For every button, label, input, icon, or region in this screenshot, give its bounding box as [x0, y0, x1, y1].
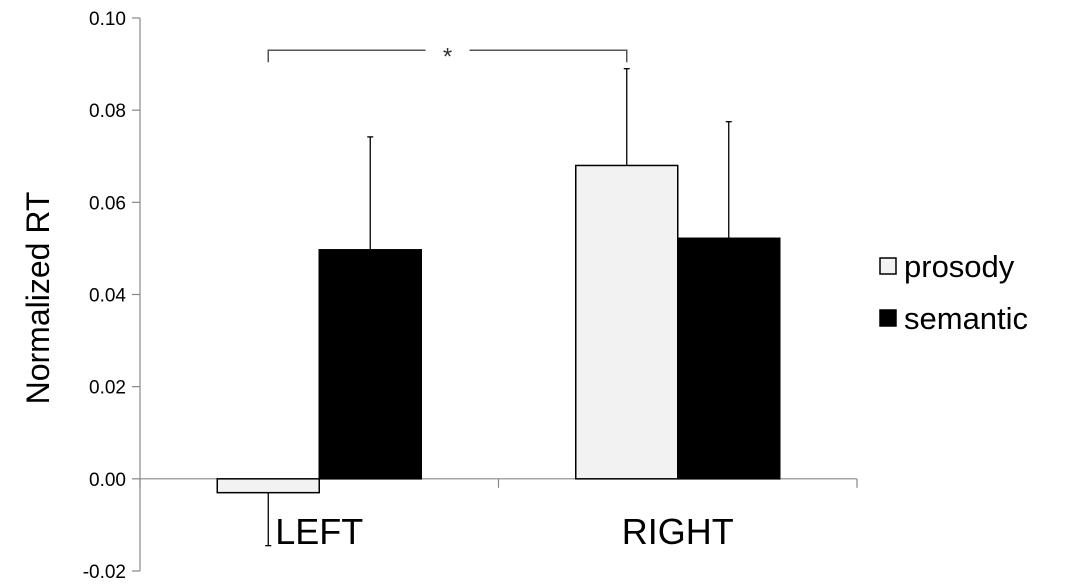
axes: -0.02 0.00 0.02 0.04 0.06 0.08 0.10 LEFT RIGHT No… — [20, 9, 858, 583]
bracket-left — [267, 49, 426, 63]
y-tick-label: 0.04 — [89, 286, 126, 307]
y-tick-label: -0.02 — [83, 562, 126, 583]
error-bars — [265, 68, 732, 547]
y-axis-title: Normalized RT — [20, 192, 56, 405]
x-category-label: LEFT — [275, 511, 363, 552]
bars — [216, 164, 781, 494]
y-tick-label: 0.08 — [89, 101, 126, 122]
bar-semantic-right — [677, 237, 781, 480]
significance-annotation: * — [267, 43, 628, 70]
bracket-right — [469, 49, 628, 63]
y-tick-label: 0.00 — [89, 470, 126, 491]
bar-prosody-left — [216, 478, 320, 494]
legend-label-semantic: semantic — [904, 301, 1028, 336]
bar-semantic-left — [318, 249, 422, 480]
legend-swatch-semantic — [879, 309, 897, 327]
x-category-label: RIGHT — [622, 511, 734, 552]
y-tick-label: 0.10 — [89, 9, 126, 30]
y-tick-label: 0.02 — [89, 378, 126, 399]
bar-prosody-right — [575, 164, 679, 480]
legend: prosody semantic — [879, 249, 1028, 336]
y-tick-label: 0.06 — [89, 193, 126, 214]
legend-swatch-prosody — [879, 257, 897, 275]
legend-label-prosody: prosody — [904, 249, 1015, 284]
significance-star: * — [443, 43, 452, 70]
